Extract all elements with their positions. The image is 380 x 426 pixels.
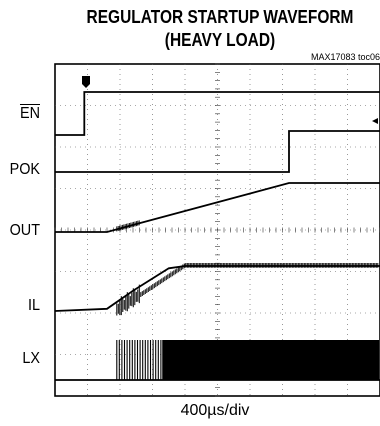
level-marker-icon: [372, 118, 378, 124]
figure-reference: MAX17083 toc06: [310, 52, 380, 62]
series-label-out: OUT: [9, 222, 40, 239]
trace-out: [55, 182, 380, 233]
chart-title-line2: (HEAVY LOAD): [164, 30, 276, 50]
series-label-il: IL: [27, 297, 40, 314]
trace-lx-sparse-switching: [116, 340, 162, 380]
trace-il-ripple: [116, 263, 379, 316]
trace-pok: [55, 130, 380, 173]
series-label-lx: LX: [22, 350, 40, 367]
trace-en: [55, 91, 380, 136]
series-label-pok: POK: [9, 161, 40, 178]
x-scale-label: 400µs/div: [180, 402, 250, 419]
trace-out-ripple: [116, 220, 140, 232]
series-label-en: EN: [19, 105, 40, 122]
chart-title-line1: REGULATOR STARTUP WAVEFORM: [86, 7, 354, 27]
trace-lx-dense-switching: [162, 340, 379, 380]
trigger-marker-icon: [82, 76, 90, 88]
